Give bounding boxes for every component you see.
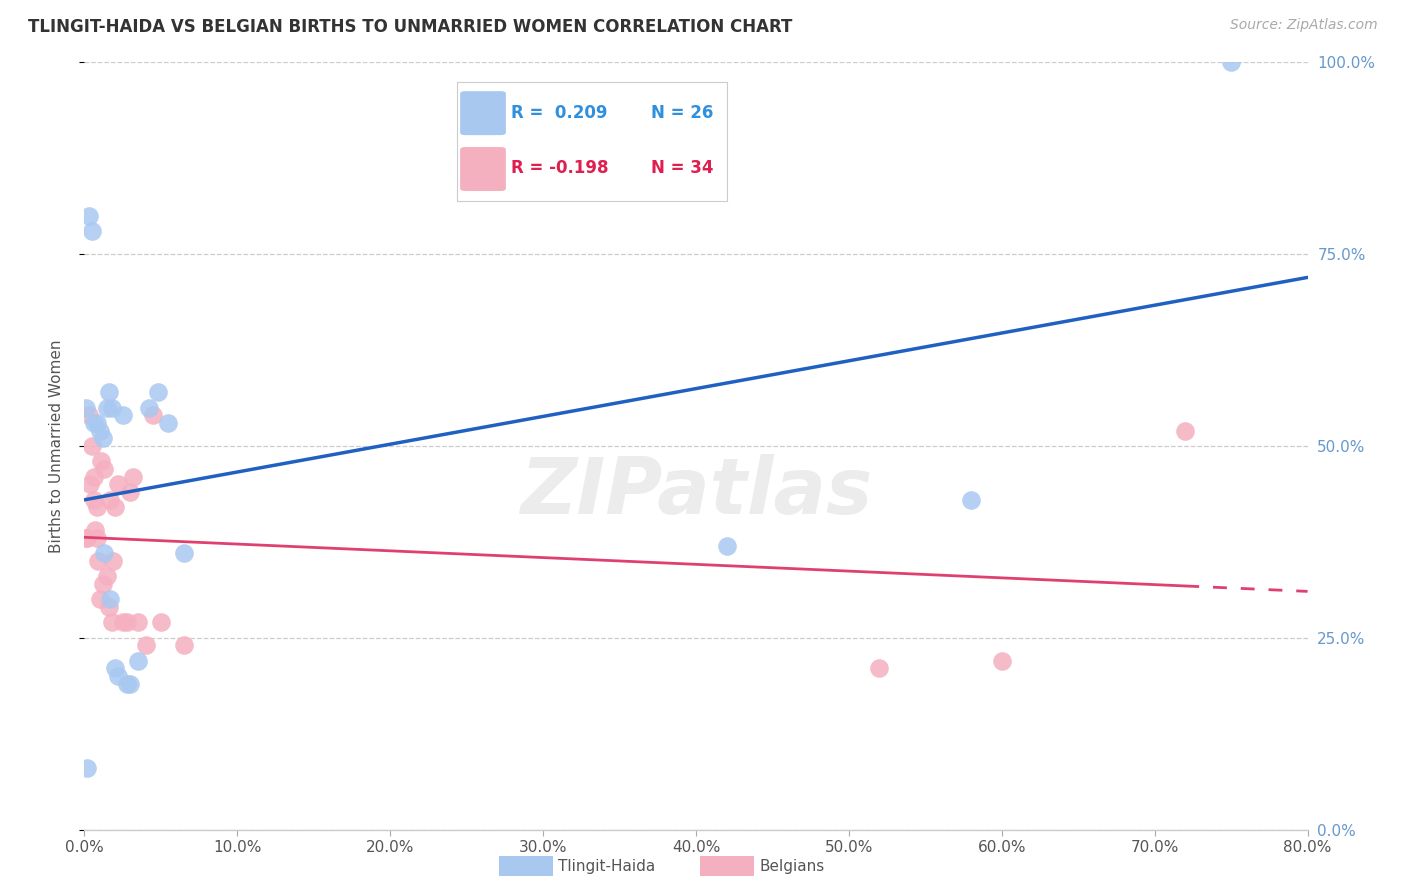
Point bbox=[120, 485, 142, 500]
Point bbox=[80, 224, 103, 238]
Point bbox=[960, 492, 983, 507]
Point bbox=[101, 401, 124, 415]
Point bbox=[76, 531, 98, 545]
Point bbox=[869, 661, 891, 675]
Text: Source: ZipAtlas.com: Source: ZipAtlas.com bbox=[1230, 18, 1378, 32]
Point bbox=[104, 661, 127, 675]
Text: Belgians: Belgians bbox=[759, 859, 824, 873]
Point bbox=[111, 409, 134, 423]
Point bbox=[79, 477, 101, 491]
Point bbox=[89, 424, 111, 438]
Point bbox=[122, 469, 145, 483]
Point bbox=[83, 492, 105, 507]
Point bbox=[91, 577, 114, 591]
Point bbox=[86, 416, 108, 430]
Point bbox=[1220, 55, 1243, 70]
Point bbox=[86, 531, 108, 545]
Point bbox=[135, 639, 157, 653]
Point bbox=[149, 615, 172, 630]
Point bbox=[120, 677, 142, 691]
Point bbox=[138, 401, 160, 415]
Y-axis label: Births to Unmarried Women: Births to Unmarried Women bbox=[49, 339, 63, 553]
Point bbox=[98, 592, 121, 607]
Point bbox=[77, 209, 100, 223]
Point bbox=[716, 539, 738, 553]
Point bbox=[101, 615, 124, 630]
Point bbox=[87, 554, 110, 568]
Point bbox=[1174, 424, 1197, 438]
Point bbox=[115, 677, 138, 691]
Point bbox=[84, 524, 107, 538]
Point bbox=[107, 477, 129, 491]
Point bbox=[127, 615, 149, 630]
Point bbox=[157, 416, 180, 430]
Point bbox=[115, 615, 138, 630]
Point bbox=[83, 416, 105, 430]
Point bbox=[97, 385, 120, 400]
Point bbox=[75, 531, 97, 545]
Point bbox=[107, 669, 129, 683]
Point bbox=[91, 431, 114, 445]
Point bbox=[104, 500, 127, 515]
Point bbox=[89, 592, 111, 607]
Point bbox=[142, 409, 165, 423]
Point bbox=[96, 401, 118, 415]
Point bbox=[77, 409, 100, 423]
Point bbox=[76, 761, 98, 775]
Point bbox=[90, 454, 112, 468]
Point bbox=[96, 569, 118, 583]
Text: TLINGIT-HAIDA VS BELGIAN BIRTHS TO UNMARRIED WOMEN CORRELATION CHART: TLINGIT-HAIDA VS BELGIAN BIRTHS TO UNMAR… bbox=[28, 18, 793, 36]
Point bbox=[173, 546, 195, 560]
Point bbox=[80, 439, 103, 453]
Point bbox=[98, 492, 121, 507]
Point bbox=[173, 639, 195, 653]
Point bbox=[146, 385, 169, 400]
Point bbox=[86, 500, 108, 515]
Point bbox=[97, 600, 120, 615]
Point bbox=[83, 469, 105, 483]
Point bbox=[93, 546, 115, 560]
Point bbox=[103, 554, 125, 568]
Text: Tlingit-Haida: Tlingit-Haida bbox=[558, 859, 655, 873]
Text: ZIPatlas: ZIPatlas bbox=[520, 454, 872, 530]
Point bbox=[991, 654, 1014, 668]
Point bbox=[75, 401, 97, 415]
Point bbox=[111, 615, 134, 630]
Point bbox=[127, 654, 149, 668]
Point bbox=[93, 462, 115, 476]
